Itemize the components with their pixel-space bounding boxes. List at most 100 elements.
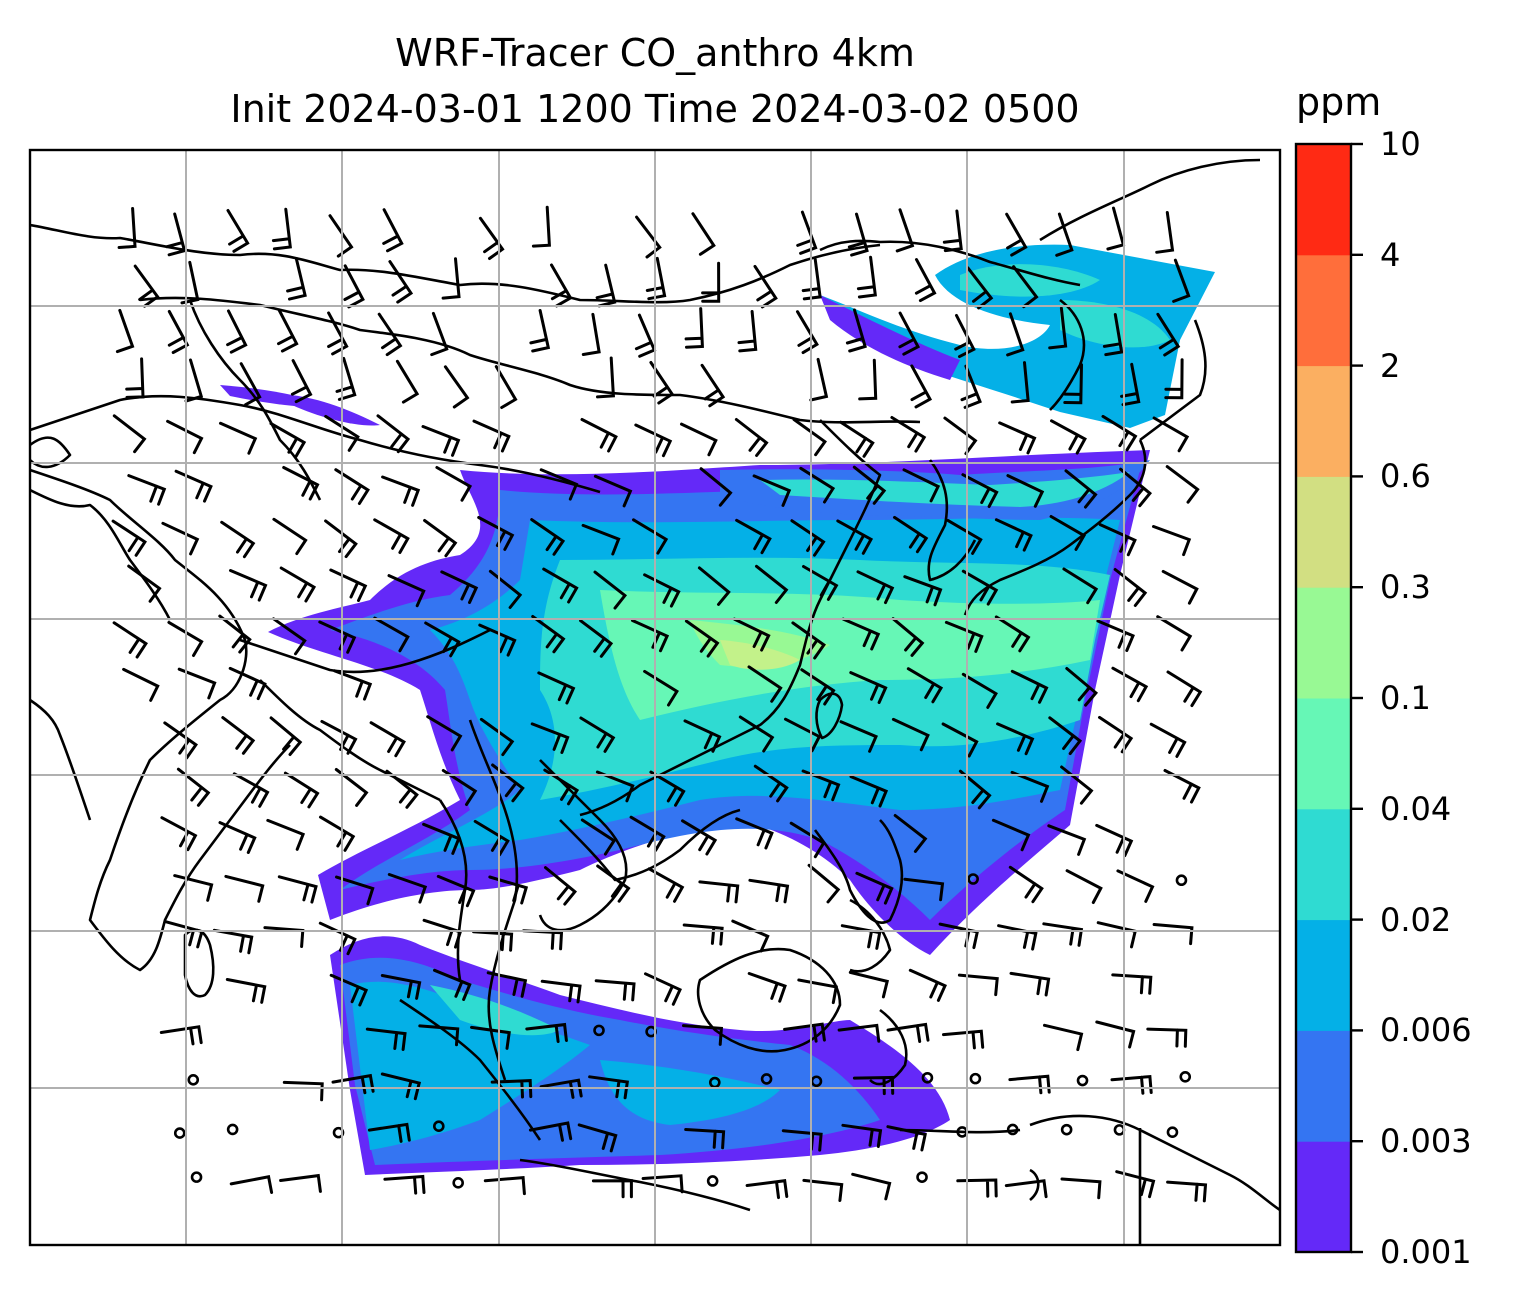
wind-barb [479, 717, 515, 757]
map-frame [28, 148, 1282, 1247]
wind-barb [180, 260, 200, 305]
colorbar-tick-label: 0.1 [1380, 679, 1431, 717]
wind-barb [596, 356, 615, 399]
wind-barb [1047, 824, 1087, 856]
wind-barb [279, 566, 317, 603]
title-line-1: WRF-Tracer CO_anthro 4km [395, 31, 915, 75]
wind-barb [112, 621, 148, 659]
wind-barb [1065, 667, 1099, 707]
wind-barb [1043, 1023, 1084, 1052]
wind-barb [753, 264, 778, 309]
wind-barb [691, 212, 716, 256]
wind-barb-calm [1179, 1071, 1192, 1083]
wind-barb [682, 1024, 724, 1046]
colorbar-tick-label: 2 [1380, 346, 1401, 385]
wind-barb [385, 769, 419, 809]
wind-barb [441, 769, 478, 806]
wind-barb [1050, 419, 1087, 455]
wind-barb [1008, 865, 1044, 904]
wind-barb [470, 1025, 511, 1050]
wind-barb [165, 212, 187, 257]
wind-barb [1098, 715, 1134, 754]
wind-barb [991, 818, 1031, 852]
wind-barb [115, 308, 135, 354]
wind-barb [133, 264, 160, 308]
wind-barb [944, 620, 984, 653]
wind-barb [422, 822, 461, 855]
colorbar-tick-label: 0.6 [1380, 457, 1431, 496]
colorbar-segment [1296, 587, 1351, 699]
colorbar-tick-label: 0.006 [1380, 1011, 1472, 1050]
colorbar-tick-label: 4 [1380, 235, 1401, 274]
wind-barb [430, 311, 449, 357]
wind-barb [269, 422, 307, 458]
wind-barb [433, 968, 472, 1001]
wind-barb [271, 207, 292, 251]
wind-barb [1119, 467, 1153, 508]
wind-barb [212, 928, 254, 955]
wind-barb [783, 1022, 826, 1043]
wind-barb [334, 468, 370, 505]
wind-barb [581, 523, 621, 556]
wind-barb [1048, 716, 1083, 756]
wind-barb [283, 771, 320, 809]
wind-barb [166, 419, 204, 455]
wind-barb [1115, 1170, 1156, 1199]
wind-barb [784, 717, 822, 753]
wind-barb-calm [921, 1071, 934, 1084]
wind-barb [856, 255, 877, 299]
wind-barb [1063, 363, 1083, 405]
wind-barb [367, 1122, 411, 1143]
wind-barb [277, 875, 318, 904]
wind-barb [910, 364, 933, 409]
colorbar-segment [1296, 144, 1351, 256]
wind-barb [1004, 1179, 1048, 1199]
wind-barb [800, 668, 836, 706]
wind-barb-calm [1175, 874, 1188, 887]
wind-barb [903, 575, 943, 607]
wind-barb [436, 874, 476, 908]
wind-barb [858, 358, 878, 401]
wind-barb [177, 667, 217, 700]
wind-barb [902, 468, 941, 503]
colorbar-segment [1296, 365, 1351, 477]
wind-barb [478, 623, 517, 657]
wind-barb [595, 263, 617, 308]
wind-barb [530, 518, 566, 556]
wind-barb [441, 257, 461, 300]
wind-barb [789, 821, 826, 859]
colorbar-segment [1296, 698, 1351, 810]
wind-barb [700, 363, 726, 408]
wind-barb [745, 1179, 789, 1200]
wind-barb [994, 615, 1031, 653]
wind-barb [1095, 823, 1134, 858]
wind-barb-calm [187, 1073, 200, 1086]
wind-barb [127, 474, 167, 506]
wind-barb [731, 919, 770, 953]
wind-barb [956, 1178, 998, 1198]
wind-barb [290, 359, 313, 404]
wind-barb [997, 924, 1038, 951]
wind-barb [377, 312, 403, 357]
wind-barb [1006, 312, 1025, 357]
wind-barb [1060, 1177, 1102, 1200]
wind-barb [486, 971, 528, 998]
title-line-2: Init 2024-03-01 1200 Time 2024-03-02 050… [230, 87, 1080, 131]
wind-barb [229, 1175, 274, 1194]
wind-barb [593, 570, 628, 610]
colorbar-segment [1296, 476, 1351, 588]
wind-barb-calm [593, 1024, 605, 1037]
wind-barb [542, 567, 579, 604]
wind-barb [483, 1175, 526, 1196]
wind-barb [161, 521, 200, 556]
wind-barb [961, 473, 999, 508]
gridlines [30, 150, 1280, 1245]
wind-barb [698, 880, 740, 904]
wind-barb [886, 1125, 927, 1152]
wind-barb [269, 716, 303, 756]
wind-barb [424, 621, 461, 658]
wind-barb [381, 475, 421, 507]
wind-barb [1156, 312, 1181, 357]
wind-barb [426, 715, 463, 752]
wind-barb [282, 466, 320, 501]
